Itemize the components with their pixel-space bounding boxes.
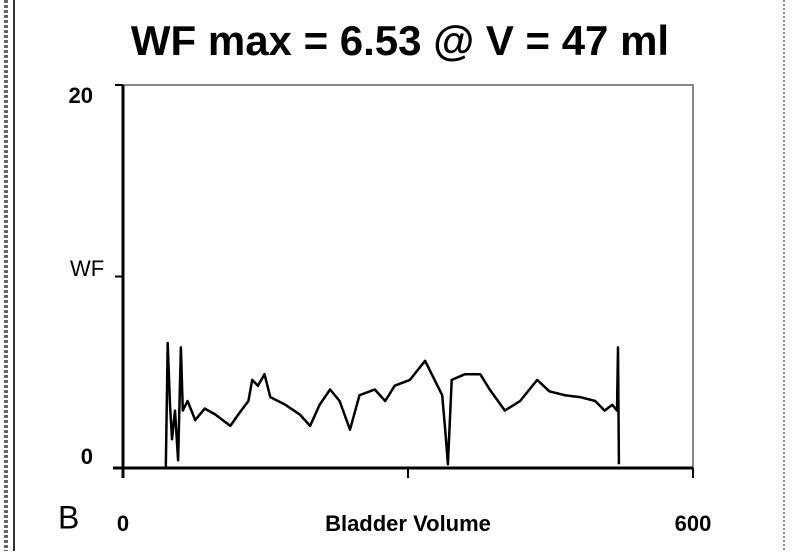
data-line bbox=[164, 341, 621, 469]
y-axis-label: WF bbox=[70, 256, 104, 281]
y-tick-label: 0 bbox=[81, 444, 93, 469]
y-tick-label: 20 bbox=[69, 83, 93, 108]
x-tick-label: 600 bbox=[675, 511, 712, 536]
chart-title: WF max = 6.53 @ V = 47 ml bbox=[131, 17, 669, 64]
panel-label: B bbox=[58, 499, 79, 535]
x-axis-label: Bladder Volume bbox=[325, 511, 491, 536]
x-tick-label: 0 bbox=[117, 511, 129, 536]
